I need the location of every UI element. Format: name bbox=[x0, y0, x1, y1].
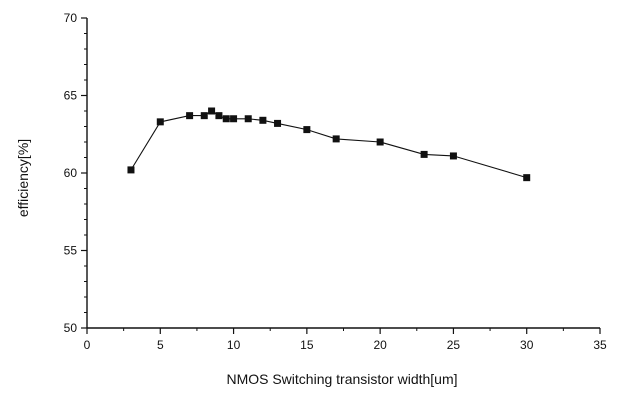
series-layer bbox=[127, 107, 531, 182]
x-axis-title: NMOS Switching transistor width[um] bbox=[226, 371, 457, 387]
y-tick-label: 50 bbox=[64, 321, 78, 335]
data-point bbox=[208, 107, 216, 115]
data-point bbox=[244, 115, 252, 123]
y-axis-title: efficiency[%] bbox=[15, 139, 31, 217]
y-tick-label: 65 bbox=[64, 89, 78, 103]
data-point bbox=[230, 115, 238, 123]
y-tick-label: 60 bbox=[64, 166, 78, 180]
y-tick-label: 55 bbox=[64, 244, 78, 258]
data-point bbox=[449, 152, 457, 160]
data-point bbox=[332, 135, 340, 143]
x-tick-label: 35 bbox=[593, 338, 607, 352]
x-tick-label: 5 bbox=[157, 338, 164, 352]
x-tick-label: 15 bbox=[300, 338, 314, 352]
data-point bbox=[259, 116, 267, 124]
data-point bbox=[376, 138, 384, 146]
data-point bbox=[215, 112, 223, 120]
data-point bbox=[127, 166, 135, 174]
axes: 0 5 10 15 20 25 30 35 50 55 60 65 70 bbox=[64, 11, 607, 352]
x-tick-label: 20 bbox=[373, 338, 387, 352]
data-point bbox=[200, 112, 208, 120]
data-point bbox=[156, 118, 164, 126]
x-tick-label: 10 bbox=[227, 338, 241, 352]
x-tick-label: 30 bbox=[520, 338, 534, 352]
data-point bbox=[222, 115, 230, 123]
y-tick-label: 70 bbox=[64, 11, 78, 25]
data-point bbox=[523, 174, 531, 182]
x-tick-label: 0 bbox=[84, 338, 91, 352]
x-tick-label: 25 bbox=[447, 338, 461, 352]
series-line bbox=[130, 110, 527, 179]
data-point bbox=[420, 150, 428, 158]
data-point bbox=[186, 112, 194, 120]
data-point bbox=[274, 119, 282, 127]
data-point bbox=[303, 126, 311, 134]
